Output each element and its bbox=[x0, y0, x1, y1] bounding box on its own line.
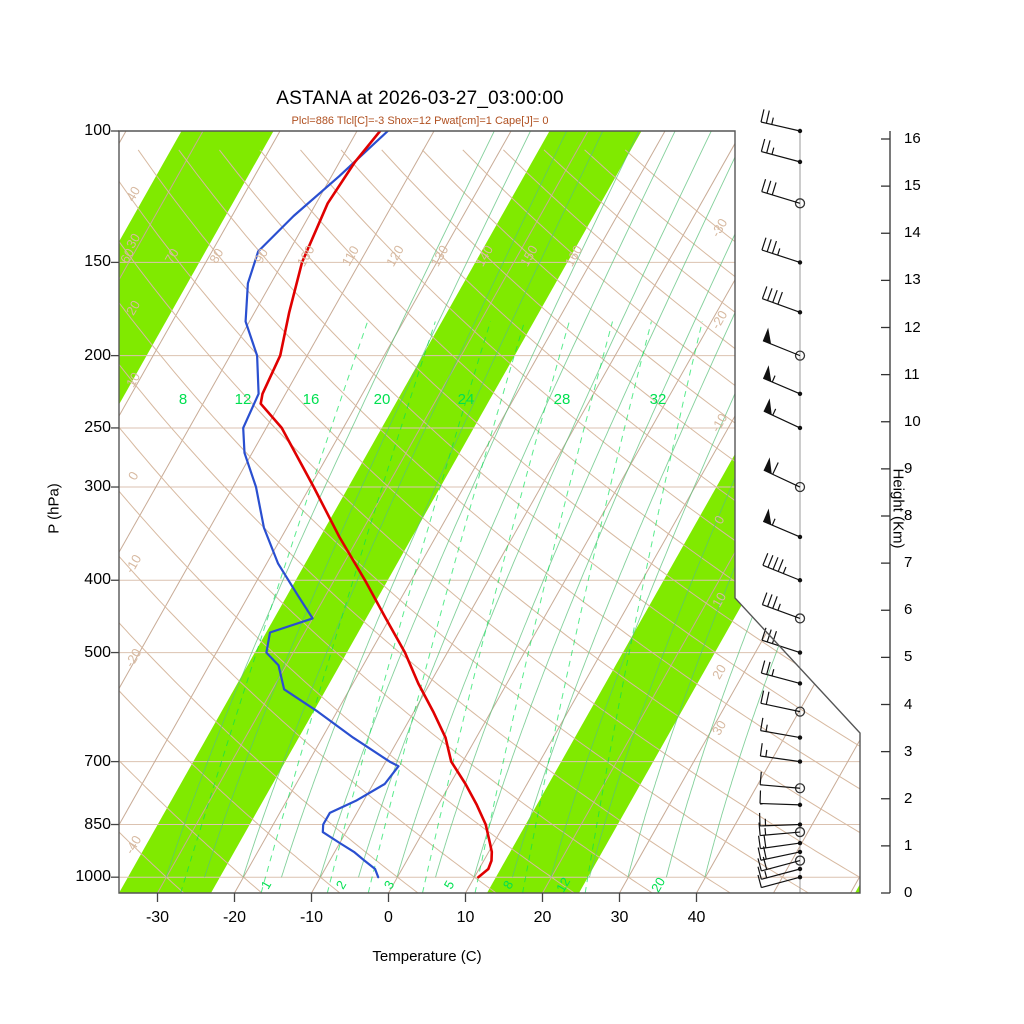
temperature-tick-label: 30 bbox=[610, 909, 629, 926]
height-tick-label: 0 bbox=[904, 884, 913, 901]
wind-barb bbox=[762, 327, 806, 361]
height-tick-label: 15 bbox=[904, 177, 921, 195]
pressure-tick-label: 300 bbox=[84, 478, 111, 496]
wind-barb bbox=[761, 237, 803, 265]
plot-contour-label: 60 bbox=[117, 246, 137, 266]
pressure-tick-label: 500 bbox=[84, 643, 111, 661]
theta-label: 24 bbox=[458, 391, 475, 408]
pressure-tick-label: 700 bbox=[84, 752, 111, 770]
pressure-tick-label: 400 bbox=[84, 571, 111, 589]
height-tick-label: 16 bbox=[904, 130, 921, 147]
wind-barb bbox=[761, 179, 806, 209]
wind-barb bbox=[760, 138, 803, 165]
wind-barb bbox=[758, 812, 803, 827]
theta-label: 16 bbox=[303, 391, 320, 408]
temperature-axis-label: Temperature (C) bbox=[372, 948, 482, 965]
height-tick-label: 9 bbox=[904, 459, 913, 477]
wind-barb bbox=[762, 508, 803, 540]
theta-label: 8 bbox=[179, 391, 187, 408]
wind-barb bbox=[761, 286, 803, 315]
theta-label: 28 bbox=[554, 391, 571, 408]
wind-barb bbox=[762, 552, 803, 583]
wind-barb bbox=[760, 109, 803, 134]
height-tick-label: 8 bbox=[904, 507, 913, 524]
pressure-tick-label: 850 bbox=[84, 815, 111, 833]
temperature-tick-label: 20 bbox=[533, 909, 552, 926]
wind-barb bbox=[763, 398, 803, 431]
height-tick-label: 6 bbox=[904, 601, 913, 619]
pressure-tick-label: 1000 bbox=[75, 868, 111, 886]
wind-barb bbox=[757, 834, 803, 850]
height-tick-label: 11 bbox=[904, 365, 920, 383]
plot-contour-label: 80 bbox=[206, 246, 226, 266]
theta-label: 12 bbox=[235, 391, 252, 408]
temperature-tick-label: 40 bbox=[687, 909, 706, 926]
height-tick-label: 12 bbox=[904, 318, 921, 336]
plot-contour-label: 20 bbox=[709, 662, 729, 682]
plot-contour-label: 20 bbox=[123, 298, 143, 318]
wind-barb bbox=[762, 365, 803, 396]
temperature-tick-label: -10 bbox=[299, 909, 324, 926]
wind-barb bbox=[759, 790, 803, 808]
wind-barb bbox=[760, 717, 803, 740]
wind-barb bbox=[759, 771, 806, 794]
wind-barb bbox=[763, 457, 806, 493]
plot-contour-label: 90 bbox=[251, 246, 271, 266]
temperature-tick-label: -30 bbox=[145, 909, 170, 926]
height-tick-label: 5 bbox=[904, 648, 913, 666]
height-tick-label: 1 bbox=[904, 836, 913, 854]
pressure-tick-label: 150 bbox=[84, 253, 111, 271]
wind-barb bbox=[761, 592, 806, 624]
temperature-tick-label: -20 bbox=[222, 909, 247, 926]
wind-barb bbox=[757, 874, 803, 889]
theta-label: 20 bbox=[374, 391, 391, 408]
pressure-tick-label: 100 bbox=[84, 122, 111, 139]
height-tick-label: 2 bbox=[904, 789, 913, 807]
temperature-tick-label: 0 bbox=[384, 909, 393, 926]
plot-contour-label: 30 bbox=[709, 718, 729, 738]
height-tick-label: 14 bbox=[904, 224, 921, 242]
plot-contour-label: 70 bbox=[162, 246, 182, 266]
height-tick-label: 7 bbox=[904, 554, 913, 572]
temperature-tick-label: 10 bbox=[456, 909, 475, 926]
plot-contour-label: 30 bbox=[123, 231, 143, 251]
wind-barb bbox=[757, 866, 803, 880]
wind-barb bbox=[759, 743, 803, 764]
sounding-indices-subtitle: Plcl=886 Tlcl[C]=-3 Shox=12 Pwat[cm]=1 C… bbox=[291, 115, 549, 127]
wind-barb bbox=[758, 822, 806, 838]
pressure-tick-label: 200 bbox=[84, 346, 111, 364]
height-tick-label: 13 bbox=[904, 271, 921, 289]
plot-contour-label: 40 bbox=[123, 184, 143, 204]
wind-barb bbox=[760, 690, 806, 717]
theta-label: 32 bbox=[650, 391, 667, 408]
plot-contour-label: 10 bbox=[709, 590, 729, 610]
height-tick-label: 4 bbox=[904, 695, 913, 713]
page-title: ASTANA at 2026-03-27_03:00:00 bbox=[276, 88, 564, 109]
pressure-tick-label: 250 bbox=[84, 418, 111, 436]
height-tick-label: 3 bbox=[904, 742, 913, 760]
height-tick-label: 10 bbox=[904, 412, 921, 430]
wind-barb bbox=[760, 660, 803, 686]
plot-contour-label: 10 bbox=[123, 370, 143, 390]
